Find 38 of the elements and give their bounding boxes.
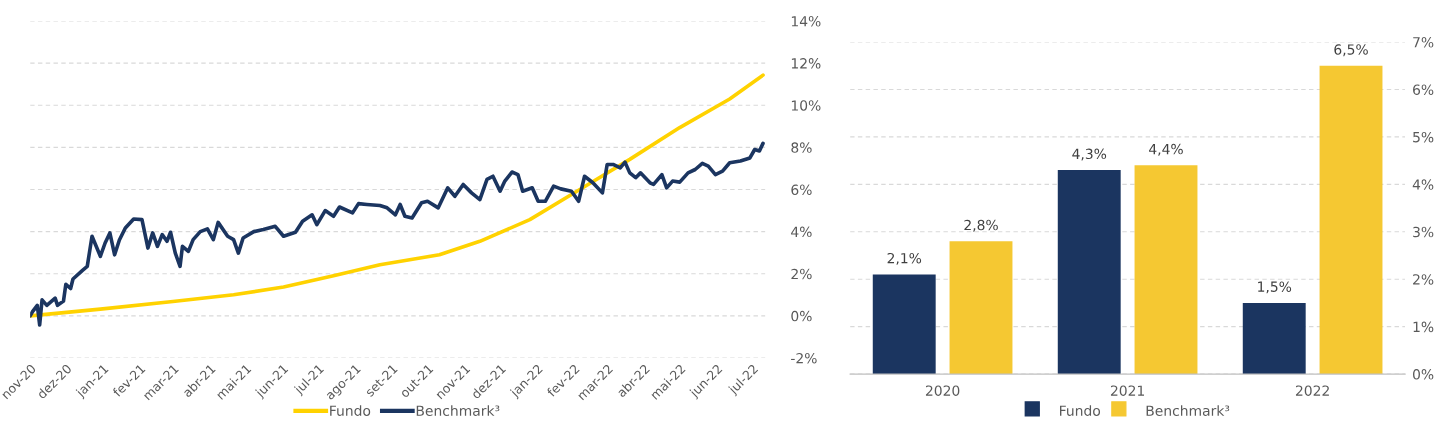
line-series	[30, 141, 765, 327]
y-tick-label: -2%	[791, 352, 817, 364]
bar	[1134, 165, 1198, 375]
x-tick-label: 2022	[1295, 385, 1329, 396]
y-tick-label: 1%	[1413, 321, 1434, 333]
y-tick-label: 7%	[1413, 37, 1434, 48]
data-label: 4,4%	[1149, 143, 1183, 156]
y-tick-label: 3%	[1413, 226, 1434, 238]
bar	[1242, 302, 1306, 375]
legend-label: Benchmark³	[1146, 405, 1230, 416]
x-tick-label: 2021	[1110, 385, 1145, 396]
legend-label: Benchmark³	[416, 405, 500, 416]
y-tick-label: 6%	[1413, 84, 1434, 95]
x-tick-label: 2020	[925, 385, 960, 396]
bar	[1057, 170, 1121, 375]
y-tick-label: 4%	[791, 226, 812, 238]
data-label: 4,3%	[1072, 148, 1107, 161]
legend-label: Fundo	[1060, 405, 1101, 416]
y-tick-label: 4%	[1412, 179, 1434, 190]
data-label: 2,8%	[964, 219, 998, 232]
y-tick-label: 12%	[791, 58, 821, 69]
y-tick-label: 2%	[791, 268, 812, 280]
data-label: 2,1%	[887, 252, 922, 265]
y-tick-label: 8%	[791, 142, 812, 153]
y-tick-label: 5%	[1413, 131, 1434, 143]
data-label: 6,5%	[1334, 44, 1368, 57]
data-label: 1,5%	[1258, 281, 1292, 294]
bar	[949, 241, 1013, 375]
y-tick-label: 6%	[791, 184, 812, 195]
y-tick-label: 2%	[1413, 274, 1434, 285]
y-tick-label: 0%	[1412, 369, 1434, 380]
bar	[1319, 65, 1383, 375]
legend-label: Fundo	[330, 405, 371, 416]
y-tick-label: 10%	[791, 100, 821, 111]
y-tick-label: 14%	[791, 15, 821, 27]
y-tick-label: 0%	[791, 310, 812, 322]
bar	[872, 274, 936, 375]
line-series	[30, 73, 765, 318]
